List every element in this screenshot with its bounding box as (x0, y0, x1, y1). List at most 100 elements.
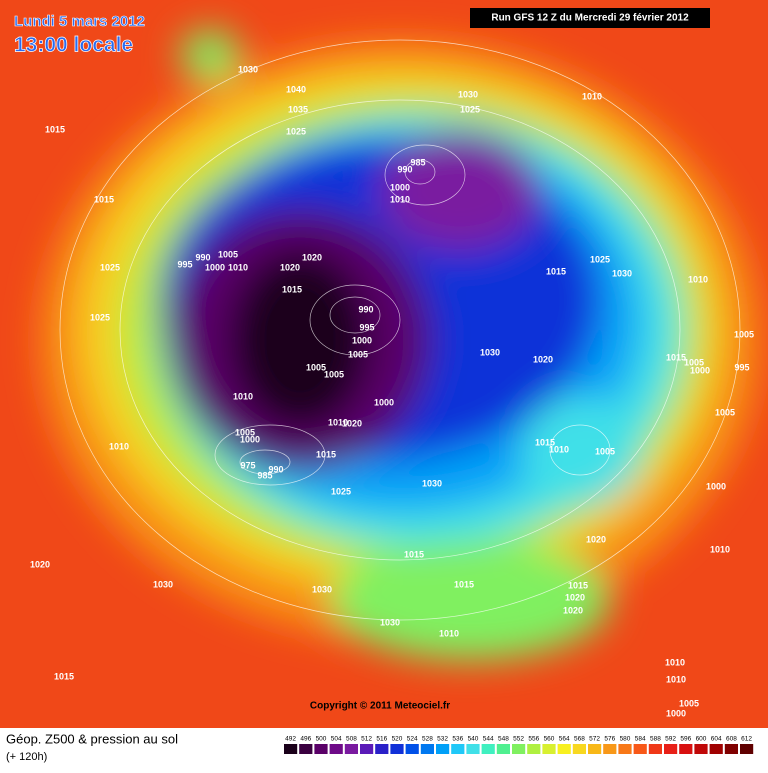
isobar-label: 1010 (582, 91, 602, 101)
isobar-label: 1020 (280, 262, 300, 272)
colorbar-tick: 508 (346, 736, 357, 743)
footer-title: Géop. Z500 & pression au sol (6, 731, 178, 746)
colorbar-tick: 536 (452, 736, 463, 743)
isobar-label: 975 (240, 460, 255, 470)
isobar-label: 990 (397, 164, 412, 174)
isobar-label: 1020 (533, 354, 553, 364)
isobar-label: 1000 (390, 182, 410, 192)
isobar-label: 1025 (590, 254, 610, 264)
colorbar-swatch (329, 744, 343, 754)
colorbar-tick: 524 (407, 736, 418, 743)
isobar-label: 1015 (45, 124, 65, 134)
isobar-label: 1030 (312, 584, 332, 594)
isobar-label: 1010 (390, 194, 410, 204)
isobar-label: 1010 (328, 417, 348, 427)
colorbar-swatch (557, 744, 571, 754)
colorbar-swatch (664, 744, 678, 754)
colorbar-tick: 584 (635, 736, 646, 743)
isobar-label: 1030 (238, 64, 258, 74)
isobar-label: 1025 (460, 104, 480, 114)
colorbar-swatch (572, 744, 586, 754)
isobar-label: 1000 (374, 397, 394, 407)
colorbar-swatch (512, 744, 526, 754)
colorbar-swatch (344, 744, 358, 754)
colorbar-tick: 540 (468, 736, 479, 743)
colorbar-swatch (451, 744, 465, 754)
colorbar-tick: 500 (316, 736, 327, 743)
colorbar-swatch (390, 744, 404, 754)
isobar-label: 1030 (380, 617, 400, 627)
isobar-label: 1000 (706, 481, 726, 491)
colorbar-swatch (314, 744, 328, 754)
isobar-label: 990 (358, 304, 373, 314)
colorbar-swatch (527, 744, 541, 754)
isobar-label: 1020 (565, 592, 585, 602)
isobar-label: 1010 (710, 544, 730, 554)
colorbar-tick: 604 (711, 736, 722, 743)
colorbar-swatch (420, 744, 434, 754)
colorbar-tick: 492 (285, 736, 296, 743)
isobar-label: 1000 (690, 365, 710, 375)
isobar-label: 1010 (228, 262, 248, 272)
isobar-label: 1015 (454, 579, 474, 589)
isobar-label: 1005 (348, 349, 368, 359)
colorbar-tick: 532 (437, 736, 448, 743)
colorbar-tick: 600 (696, 736, 707, 743)
colorbar-tick: 608 (726, 736, 737, 743)
isobar-label: 1020 (30, 559, 50, 569)
colorbar-swatch (740, 744, 754, 754)
colorbar-tick: 552 (513, 736, 524, 743)
isobar-label: 1020 (342, 418, 362, 428)
isobar-label: 1005 (595, 446, 615, 456)
colorbar-tick: 564 (559, 736, 570, 743)
isobar-label: 1015 (666, 352, 686, 362)
colorbar-swatch (633, 744, 647, 754)
isobar-label: 990 (195, 252, 210, 262)
colorbar-swatch (679, 744, 693, 754)
isobar-label: 1025 (90, 312, 110, 322)
run-label: Run GFS 12 Z du Mercredi 29 février 2012 (491, 13, 689, 24)
time-label: 13:00 locale (14, 34, 133, 57)
isobar-label: 995 (359, 322, 374, 332)
map-background (0, 0, 768, 728)
colorbar-swatch (436, 744, 450, 754)
colorbar-swatch (709, 744, 723, 754)
isobar-label: 1010 (439, 628, 459, 638)
isobar-label: 1025 (100, 262, 120, 272)
isobar-label: 1020 (586, 534, 606, 544)
isobar-label: 1010 (109, 441, 129, 451)
isobar-label: 1025 (331, 486, 351, 496)
colorbar-tick: 580 (620, 736, 631, 743)
colorbar-tick: 560 (544, 736, 555, 743)
colorbar-swatch (542, 744, 556, 754)
isobar-label: 1030 (480, 347, 500, 357)
isobar-label: 990 (268, 464, 283, 474)
isobar-label: 1000 (205, 262, 225, 272)
run-box (470, 8, 710, 28)
colorbar-swatch (694, 744, 708, 754)
isobar-label: 1005 (715, 407, 735, 417)
isobar-label: 1005 (734, 329, 754, 339)
colorbar-swatch (284, 744, 298, 754)
colorbar-swatch (466, 744, 480, 754)
isobar-label: 1010 (233, 391, 253, 401)
colorbar-tick: 548 (498, 736, 509, 743)
isobar-label: 1015 (404, 549, 424, 559)
colorbar-tick: 612 (741, 736, 752, 743)
isobar-label: 1000 (240, 434, 260, 444)
isobar-label: 1005 (235, 427, 255, 437)
isobar-label: 1015 (535, 437, 555, 447)
isobar-label: 1015 (568, 580, 588, 590)
colorbar-tick: 504 (331, 736, 342, 743)
isobar-label: 1010 (666, 674, 686, 684)
isobar-label: 1035 (288, 104, 308, 114)
isobar-label: 1000 (352, 335, 372, 345)
colorbar: 492 496 500 504 508 512 516 520 524 528 532 536 540 5… (284, 736, 754, 754)
isobar-label: 1005 (218, 249, 238, 259)
isobar-label: 1005 (679, 698, 699, 708)
isobar-label: 1025 (286, 126, 306, 136)
isobar-label: 995 (734, 362, 749, 372)
copyright: Copyright © 2011 Meteociel.fr (310, 701, 450, 712)
colorbar-swatch (299, 744, 313, 754)
colorbar-tick: 516 (376, 736, 387, 743)
